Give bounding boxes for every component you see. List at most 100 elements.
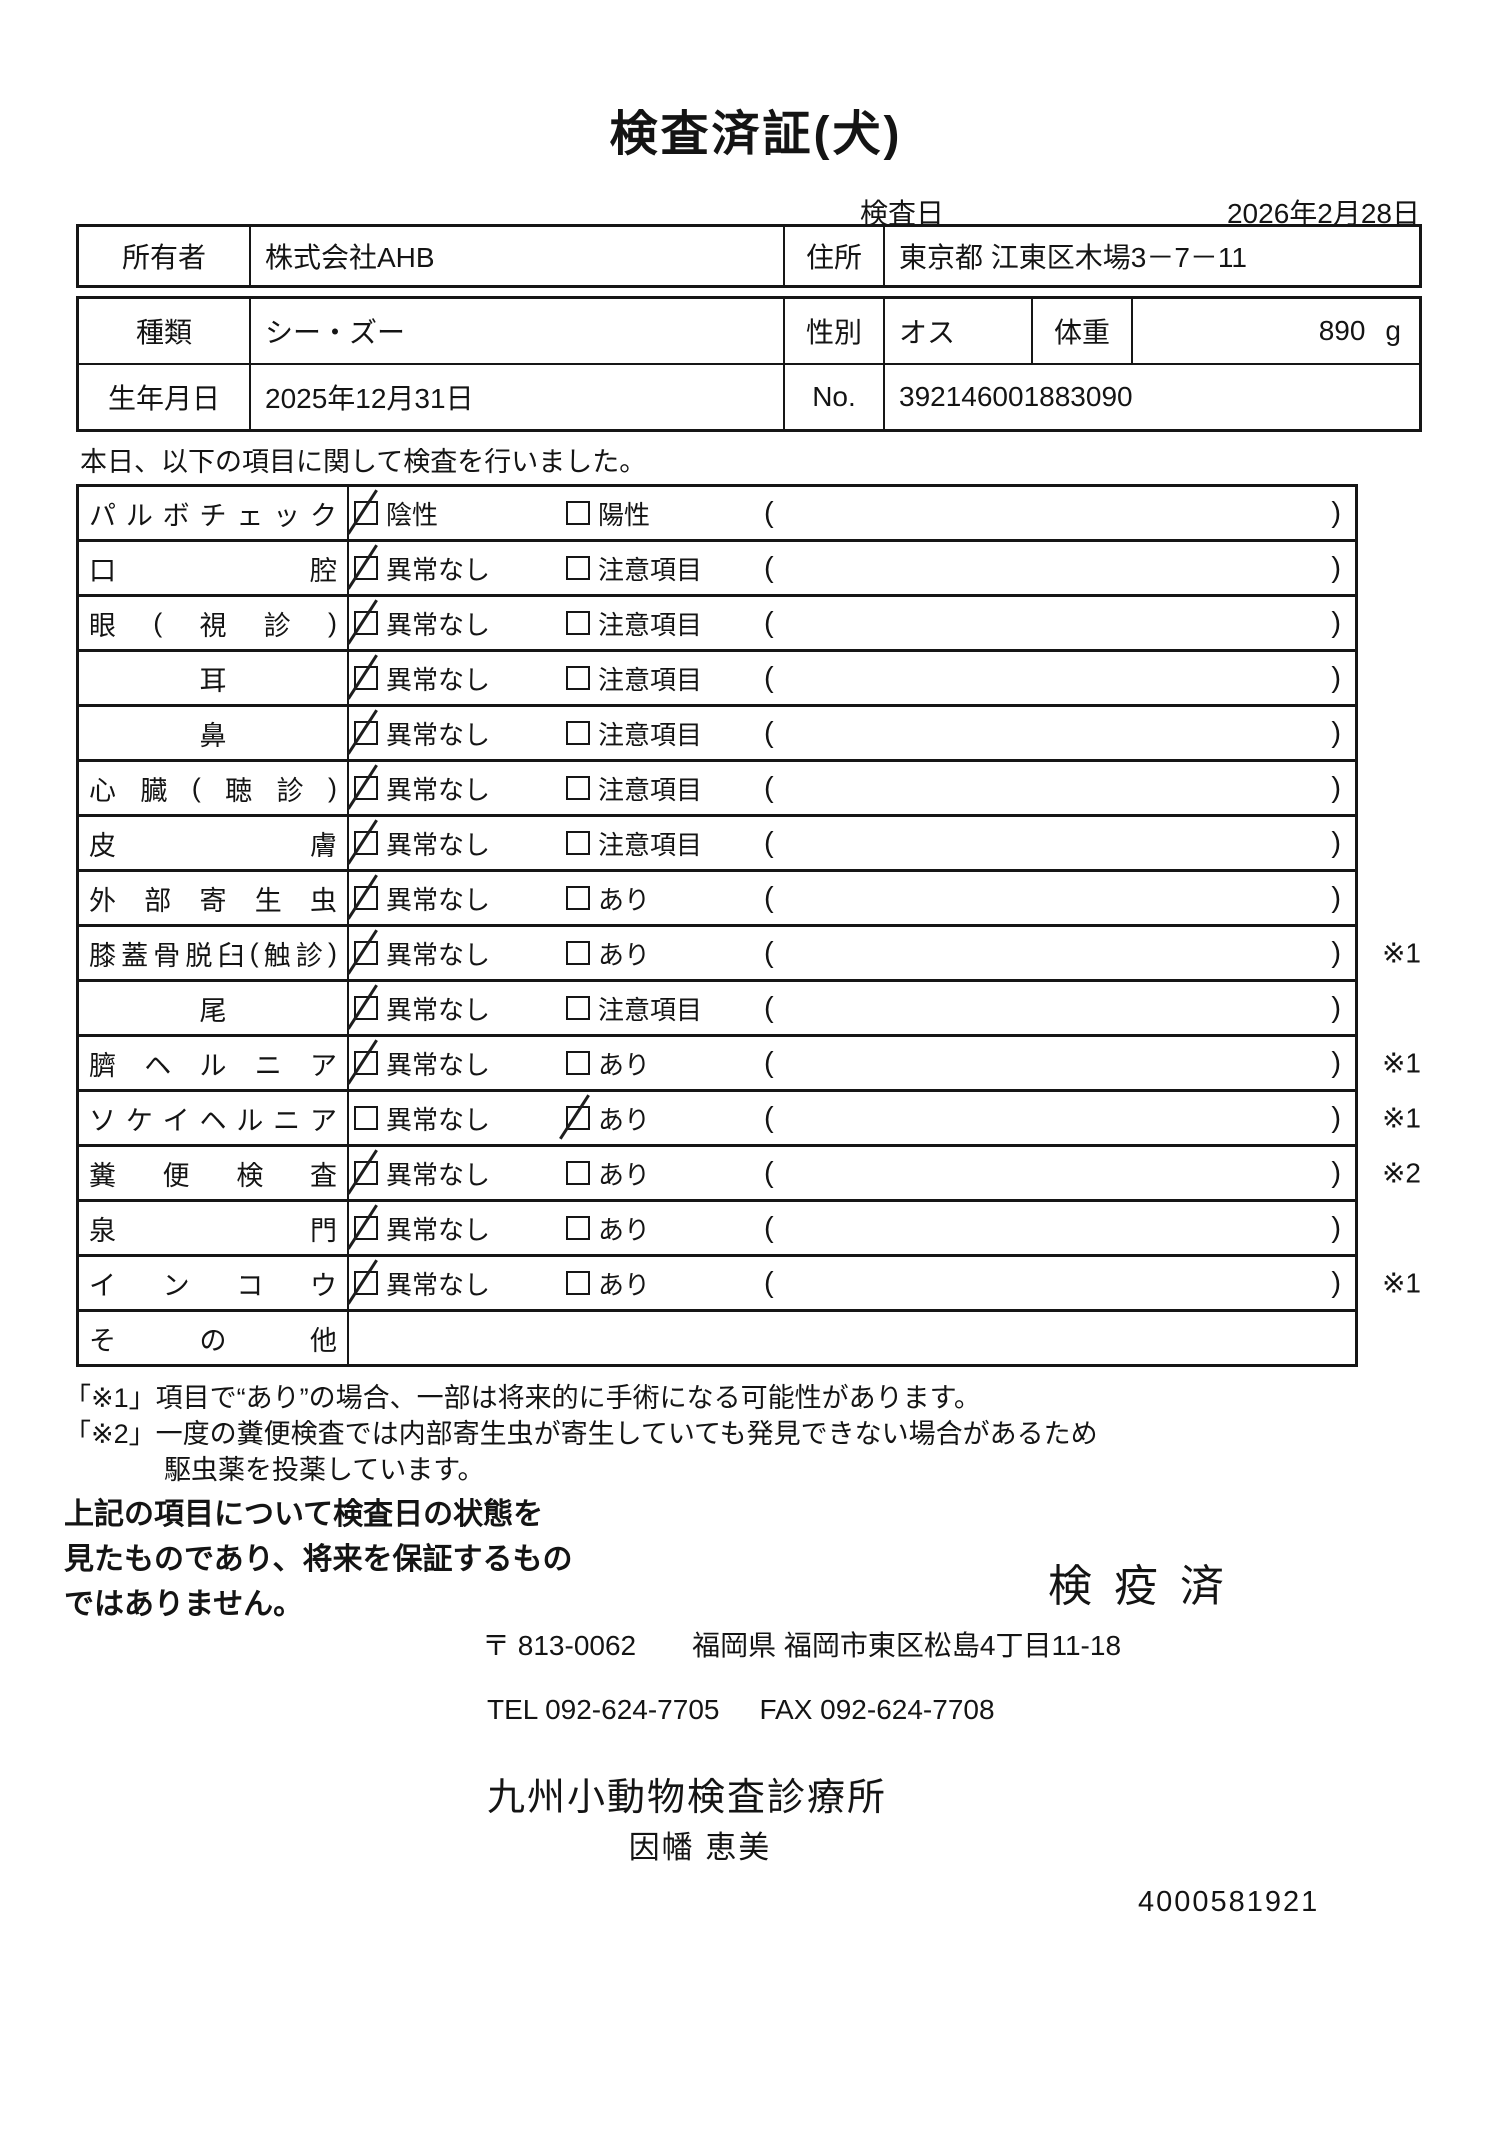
checklist-options: 異常なし 注意項目 ( ): [349, 652, 1355, 704]
paren-close: ): [1331, 881, 1341, 914]
checklist-option-1: 異常なし: [354, 1100, 566, 1137]
checklist-option-1: 異常なし: [354, 825, 566, 862]
paren-open: (: [764, 606, 774, 639]
footnote-marker: ※1: [1381, 1047, 1421, 1079]
paren-close: ): [1331, 991, 1341, 1024]
checkbox-icon: [354, 721, 378, 745]
examiner-name: 因幡 恵美: [628, 1830, 772, 1865]
checklist-option-1: 異常なし: [354, 770, 566, 807]
checklist-option-2: 注意項目: [566, 605, 764, 642]
checklist-option-1: 陰性: [354, 495, 566, 532]
checkbox-icon: [354, 776, 378, 800]
checkbox-icon: [354, 886, 378, 910]
checklist-option-2: 注意項目: [566, 825, 764, 862]
option-1-label: 陰性: [386, 499, 439, 530]
paren-close: ): [1331, 606, 1341, 639]
option-2-label: 注意項目: [598, 609, 703, 640]
option-1-label: 異常なし: [386, 1049, 491, 1080]
option-2-label: あり: [598, 884, 651, 915]
exam-date-label: 検査日: [860, 198, 945, 229]
weight-label: 体重: [1031, 299, 1131, 363]
option-2-label: あり: [598, 1269, 651, 1300]
checklist-option-2: 注意項目: [566, 715, 764, 752]
checklist-options: 陰性 陽性 ( ): [349, 487, 1355, 539]
checklist-item-label: 耳: [79, 652, 349, 704]
option-1-label: 異常なし: [386, 554, 491, 585]
checklist-option-1: 異常なし: [354, 550, 566, 587]
checkbox-icon: [354, 1161, 378, 1185]
checklist-options: 異常なし 注意項目 ( ): [349, 982, 1355, 1034]
checklist-option-1: 異常なし: [354, 1045, 566, 1082]
option-1-label: 異常なし: [386, 994, 491, 1025]
address-value: 東京都 江東区木場3－7－11: [883, 227, 1419, 285]
checkbox-icon: [566, 556, 590, 580]
clinic-name: 九州小動物検査診療所: [487, 1777, 888, 1819]
paren-close: ): [1331, 936, 1341, 969]
option-2-label: 陽性: [598, 499, 651, 530]
sex-value: オス: [883, 299, 1031, 363]
checklist-options: 異常なし 注意項目 ( ): [349, 597, 1355, 649]
option-2-label: 注意項目: [598, 829, 703, 860]
checklist-option-2: あり: [566, 880, 764, 917]
checkbox-icon: [566, 721, 590, 745]
option-1-label: 異常なし: [386, 774, 491, 805]
option-1-label: 異常なし: [386, 939, 491, 970]
checklist-options: 異常なし あり ( ): [349, 1147, 1355, 1199]
checklist-item-label: 皮膚: [79, 817, 349, 869]
checkbox-icon: [354, 666, 378, 690]
paren-close: ): [1331, 826, 1341, 859]
checkbox-icon: [566, 941, 590, 965]
checkbox-icon: [354, 611, 378, 635]
clinic-phone-line: TEL 092-624-7705 FAX 092-624-7708: [487, 1694, 995, 1726]
no-value: 392146001883090: [883, 365, 1419, 429]
exam-date-value: 2026年2月28日: [1226, 198, 1420, 229]
checklist-option-2: あり: [566, 935, 764, 972]
checklist-options: 異常なし 注意項目 ( ): [349, 542, 1355, 594]
checkbox-icon: [566, 1161, 590, 1185]
weight-unit: g: [1385, 315, 1401, 346]
checklist-row: 心臓(聴診) 異常なし 注意項目 ( ): [79, 759, 1355, 814]
checklist-row: ソケイヘルニア 異常なし あり ( ) ※1: [79, 1089, 1421, 1144]
sex-label: 性別: [783, 299, 883, 363]
paren-open: (: [764, 881, 774, 914]
option-2-label: あり: [598, 939, 651, 970]
checklist-row: 臍ヘルニア 異常なし あり ( ) ※1: [79, 1034, 1421, 1089]
footnote-marker: ※1: [1381, 1267, 1421, 1299]
checkbox-icon: [354, 1271, 378, 1295]
checklist-item-label: 泉門: [79, 1202, 349, 1254]
option-2-label: あり: [598, 1104, 651, 1135]
breed-row: 種類 シー・ズー 性別 オス 体重 890 g: [79, 299, 1419, 363]
checklist-options: 異常なし あり ( ): [349, 1037, 1355, 1089]
serial-number: 4000581921: [1138, 1886, 1320, 1918]
paren-close: ): [1331, 716, 1341, 749]
option-2-label: 注意項目: [598, 554, 703, 585]
paren-open: (: [764, 826, 774, 859]
owner-table: 所有者 株式会社AHB 住所 東京都 江東区木場3－7－11: [76, 224, 1422, 288]
checklist-option-1: 異常なし: [354, 935, 566, 972]
owner-label: 所有者: [121, 242, 206, 273]
option-1-label: 異常なし: [386, 719, 491, 750]
checkbox-icon: [354, 1106, 378, 1130]
checklist-row: 耳 異常なし 注意項目 ( ): [79, 649, 1355, 704]
checklist-item-label: 膝蓋骨脱臼(触診): [79, 927, 349, 979]
paren-open: (: [764, 496, 774, 529]
option-1-label: 異常なし: [386, 1214, 491, 1245]
checklist-row: インコウ 異常なし あり ( ) ※1: [79, 1254, 1421, 1309]
option-1-label: 異常なし: [386, 1104, 491, 1135]
checklist-item-label: パルボチェック: [79, 487, 349, 539]
clinic-postal-line: 〒 813-0062 福岡県 福岡市東区松島4丁目11-18: [482, 1624, 1121, 1664]
checkbox-icon: [354, 831, 378, 855]
checklist-options: 異常なし 注意項目 ( ): [349, 762, 1355, 814]
paren-open: (: [764, 551, 774, 584]
checklist-row: 尾 異常なし 注意項目 ( ): [79, 979, 1355, 1034]
checklist-item-label: 眼(視診): [79, 597, 349, 649]
disclaimer-line-1: 上記の項目について検査日の状態を: [64, 1498, 544, 1531]
checklist-options: 異常なし あり ( ): [349, 1092, 1355, 1144]
checklist-item-label: ソケイヘルニア: [79, 1092, 349, 1144]
checkbox-icon: [566, 886, 590, 910]
checkbox-icon: [566, 1216, 590, 1240]
checklist-item-label: その他: [79, 1312, 349, 1364]
paren-close: ): [1331, 1046, 1341, 1079]
checklist-option-1: 異常なし: [354, 880, 566, 917]
